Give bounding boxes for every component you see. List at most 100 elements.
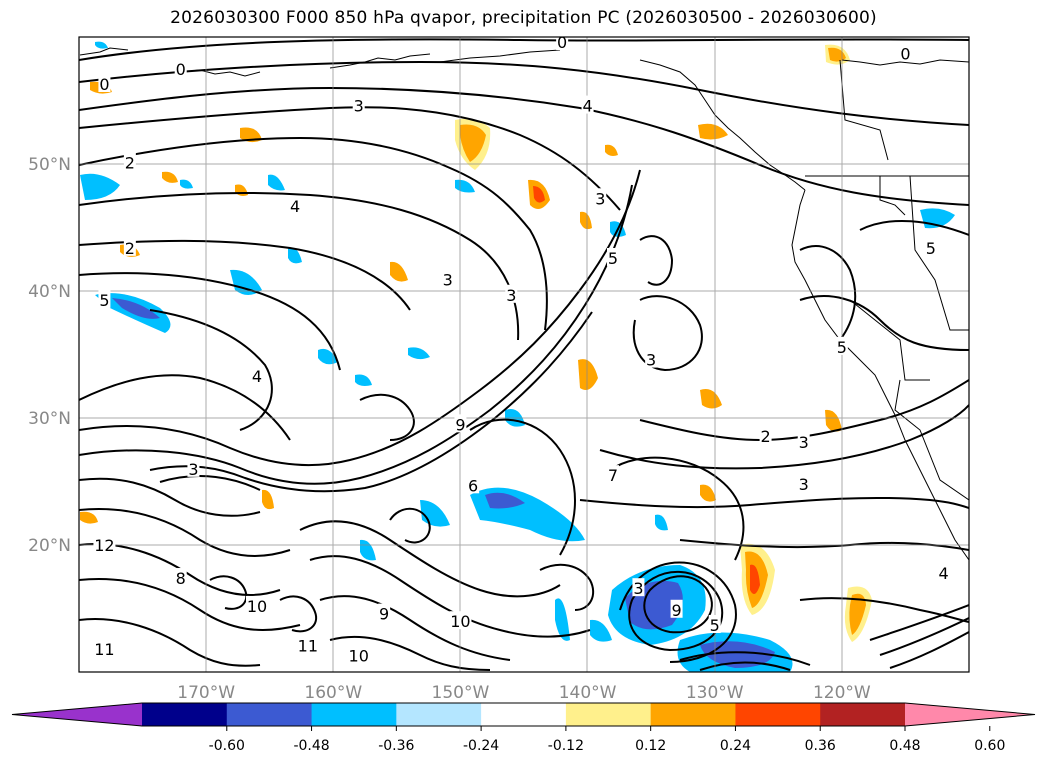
precip-negative-area — [230, 269, 262, 295]
precip-positive-area — [700, 484, 716, 502]
precip-positive-area — [390, 261, 408, 282]
precip-negative-area — [590, 619, 612, 642]
contour-label-background — [556, 37, 569, 51]
precip-negative-area — [655, 514, 668, 531]
qvapor-contours — [79, 38, 969, 671]
precip-negative-area — [355, 374, 372, 386]
colorbar-tick-label: -0.12 — [548, 738, 584, 754]
colorbar-segment — [396, 703, 482, 726]
contour-label: 3 — [799, 433, 809, 452]
map-frame — [78, 36, 970, 673]
precip-positive-area — [80, 511, 98, 524]
precip-negative-area — [95, 41, 108, 49]
lat-tick-label: 40°N — [28, 282, 71, 302]
precip-negative-area — [80, 173, 120, 200]
precip-negative-area — [555, 598, 570, 641]
contour-label-background — [645, 349, 658, 368]
colorbar-tick-label: 0.12 — [635, 738, 666, 754]
coastlines — [79, 47, 969, 561]
colorbar-tick-label: 0.36 — [805, 738, 836, 754]
gridlines — [79, 37, 969, 672]
colorbar-extend-low — [12, 703, 142, 726]
contour-label-background — [174, 568, 187, 587]
precip-positive-area — [460, 124, 486, 162]
contour-label: 3 — [646, 351, 656, 370]
contour-label-background — [98, 289, 111, 308]
contour-label: 0 — [99, 75, 109, 94]
precip-positive-area — [533, 186, 545, 203]
contour-label-background — [378, 603, 391, 622]
contour-label-background — [352, 95, 365, 114]
precip-positive-area — [262, 489, 274, 510]
contour-label-background — [123, 152, 136, 171]
contour-label: 4 — [252, 367, 262, 386]
precip-positive-area — [750, 564, 760, 594]
contour-label-background — [607, 465, 619, 484]
contour-label-background — [347, 645, 370, 664]
precip-negative-area — [288, 247, 302, 264]
contour-label-background — [93, 639, 116, 658]
contour-label-background — [632, 578, 645, 597]
contour-label: 5 — [710, 616, 720, 635]
contour-label-background — [289, 195, 302, 214]
contour-label-background — [759, 425, 772, 444]
contour-label-background — [174, 58, 187, 77]
contour-label: 12 — [94, 536, 114, 555]
colorbar-segment — [735, 703, 821, 726]
contour-label-background — [899, 43, 912, 62]
contour-label-background — [93, 535, 116, 553]
contour-label-background — [467, 475, 480, 494]
contour-label: 4 — [938, 564, 948, 583]
colorbar-outline — [11, 702, 1036, 727]
contour-label: 10 — [349, 646, 369, 665]
contour-label: 3 — [506, 286, 516, 305]
contour-label: 5 — [837, 338, 847, 357]
precip-positive-area — [700, 389, 722, 409]
contour-label-background — [835, 336, 848, 355]
contour-label: 5 — [99, 291, 109, 310]
contour-label: 0 — [900, 45, 910, 64]
contour-label-background — [581, 95, 594, 114]
lon-tick-label: 150°W — [432, 683, 490, 703]
contour-label-background — [594, 188, 607, 207]
contour-label: 11 — [94, 640, 114, 659]
contour-label: 2 — [760, 427, 770, 446]
contour-label: 9 — [671, 601, 681, 620]
lon-tick-label: 130°W — [686, 683, 744, 703]
contour-label-background — [251, 366, 263, 385]
longitude-axis: 170°W 160°W 150°W 140°W 130°W 120°W — [177, 683, 871, 703]
lat-tick-label: 50°N — [28, 155, 71, 175]
contour-label: 3 — [443, 271, 453, 290]
contour-label-background — [797, 432, 810, 451]
contour-label-background — [187, 458, 200, 477]
precip-negative-area — [112, 298, 160, 319]
colorbar-tick-label: 0.48 — [889, 738, 920, 754]
contour-label: 11 — [298, 636, 318, 655]
contour-label-background — [505, 284, 518, 303]
precip-positive-area — [849, 593, 866, 635]
precip-negative-area — [485, 492, 525, 509]
contour-label: 2 — [125, 154, 135, 173]
contour-label-background — [454, 414, 467, 433]
contour-label: 9 — [379, 605, 389, 624]
latitude-axis: 20°N 30°N 40°N 50°N — [28, 155, 71, 556]
precip-negative-area — [180, 179, 193, 189]
precip-positive-area — [162, 171, 178, 183]
map-panel: 0 0 0 0 3 4 2 4 2 3 3 5 5 3 3 4 3 2 3 3 5 5 6 7 8 9 10 11 11 12 9 5 3 4 10… — [78, 36, 970, 673]
contour-label: 3 — [799, 475, 809, 494]
colorbar-tick-label: 0.24 — [720, 738, 751, 754]
contour-label: 10 — [450, 612, 470, 631]
lat-tick-label: 30°N — [28, 409, 71, 429]
lon-tick-label: 140°W — [559, 683, 617, 703]
precip-negative-area — [268, 174, 285, 191]
contour-label-background — [441, 269, 454, 288]
contour-label: 5 — [608, 249, 618, 268]
colorbar-tick-label: -0.48 — [293, 738, 329, 754]
contour-label: 6 — [468, 476, 478, 495]
contour-label: 9 — [455, 415, 465, 434]
lon-tick-label: 160°W — [304, 683, 362, 703]
contour-label: 10 — [247, 597, 267, 616]
lon-tick-label: 170°W — [177, 683, 235, 703]
colorbar-extend-high — [905, 703, 1035, 726]
